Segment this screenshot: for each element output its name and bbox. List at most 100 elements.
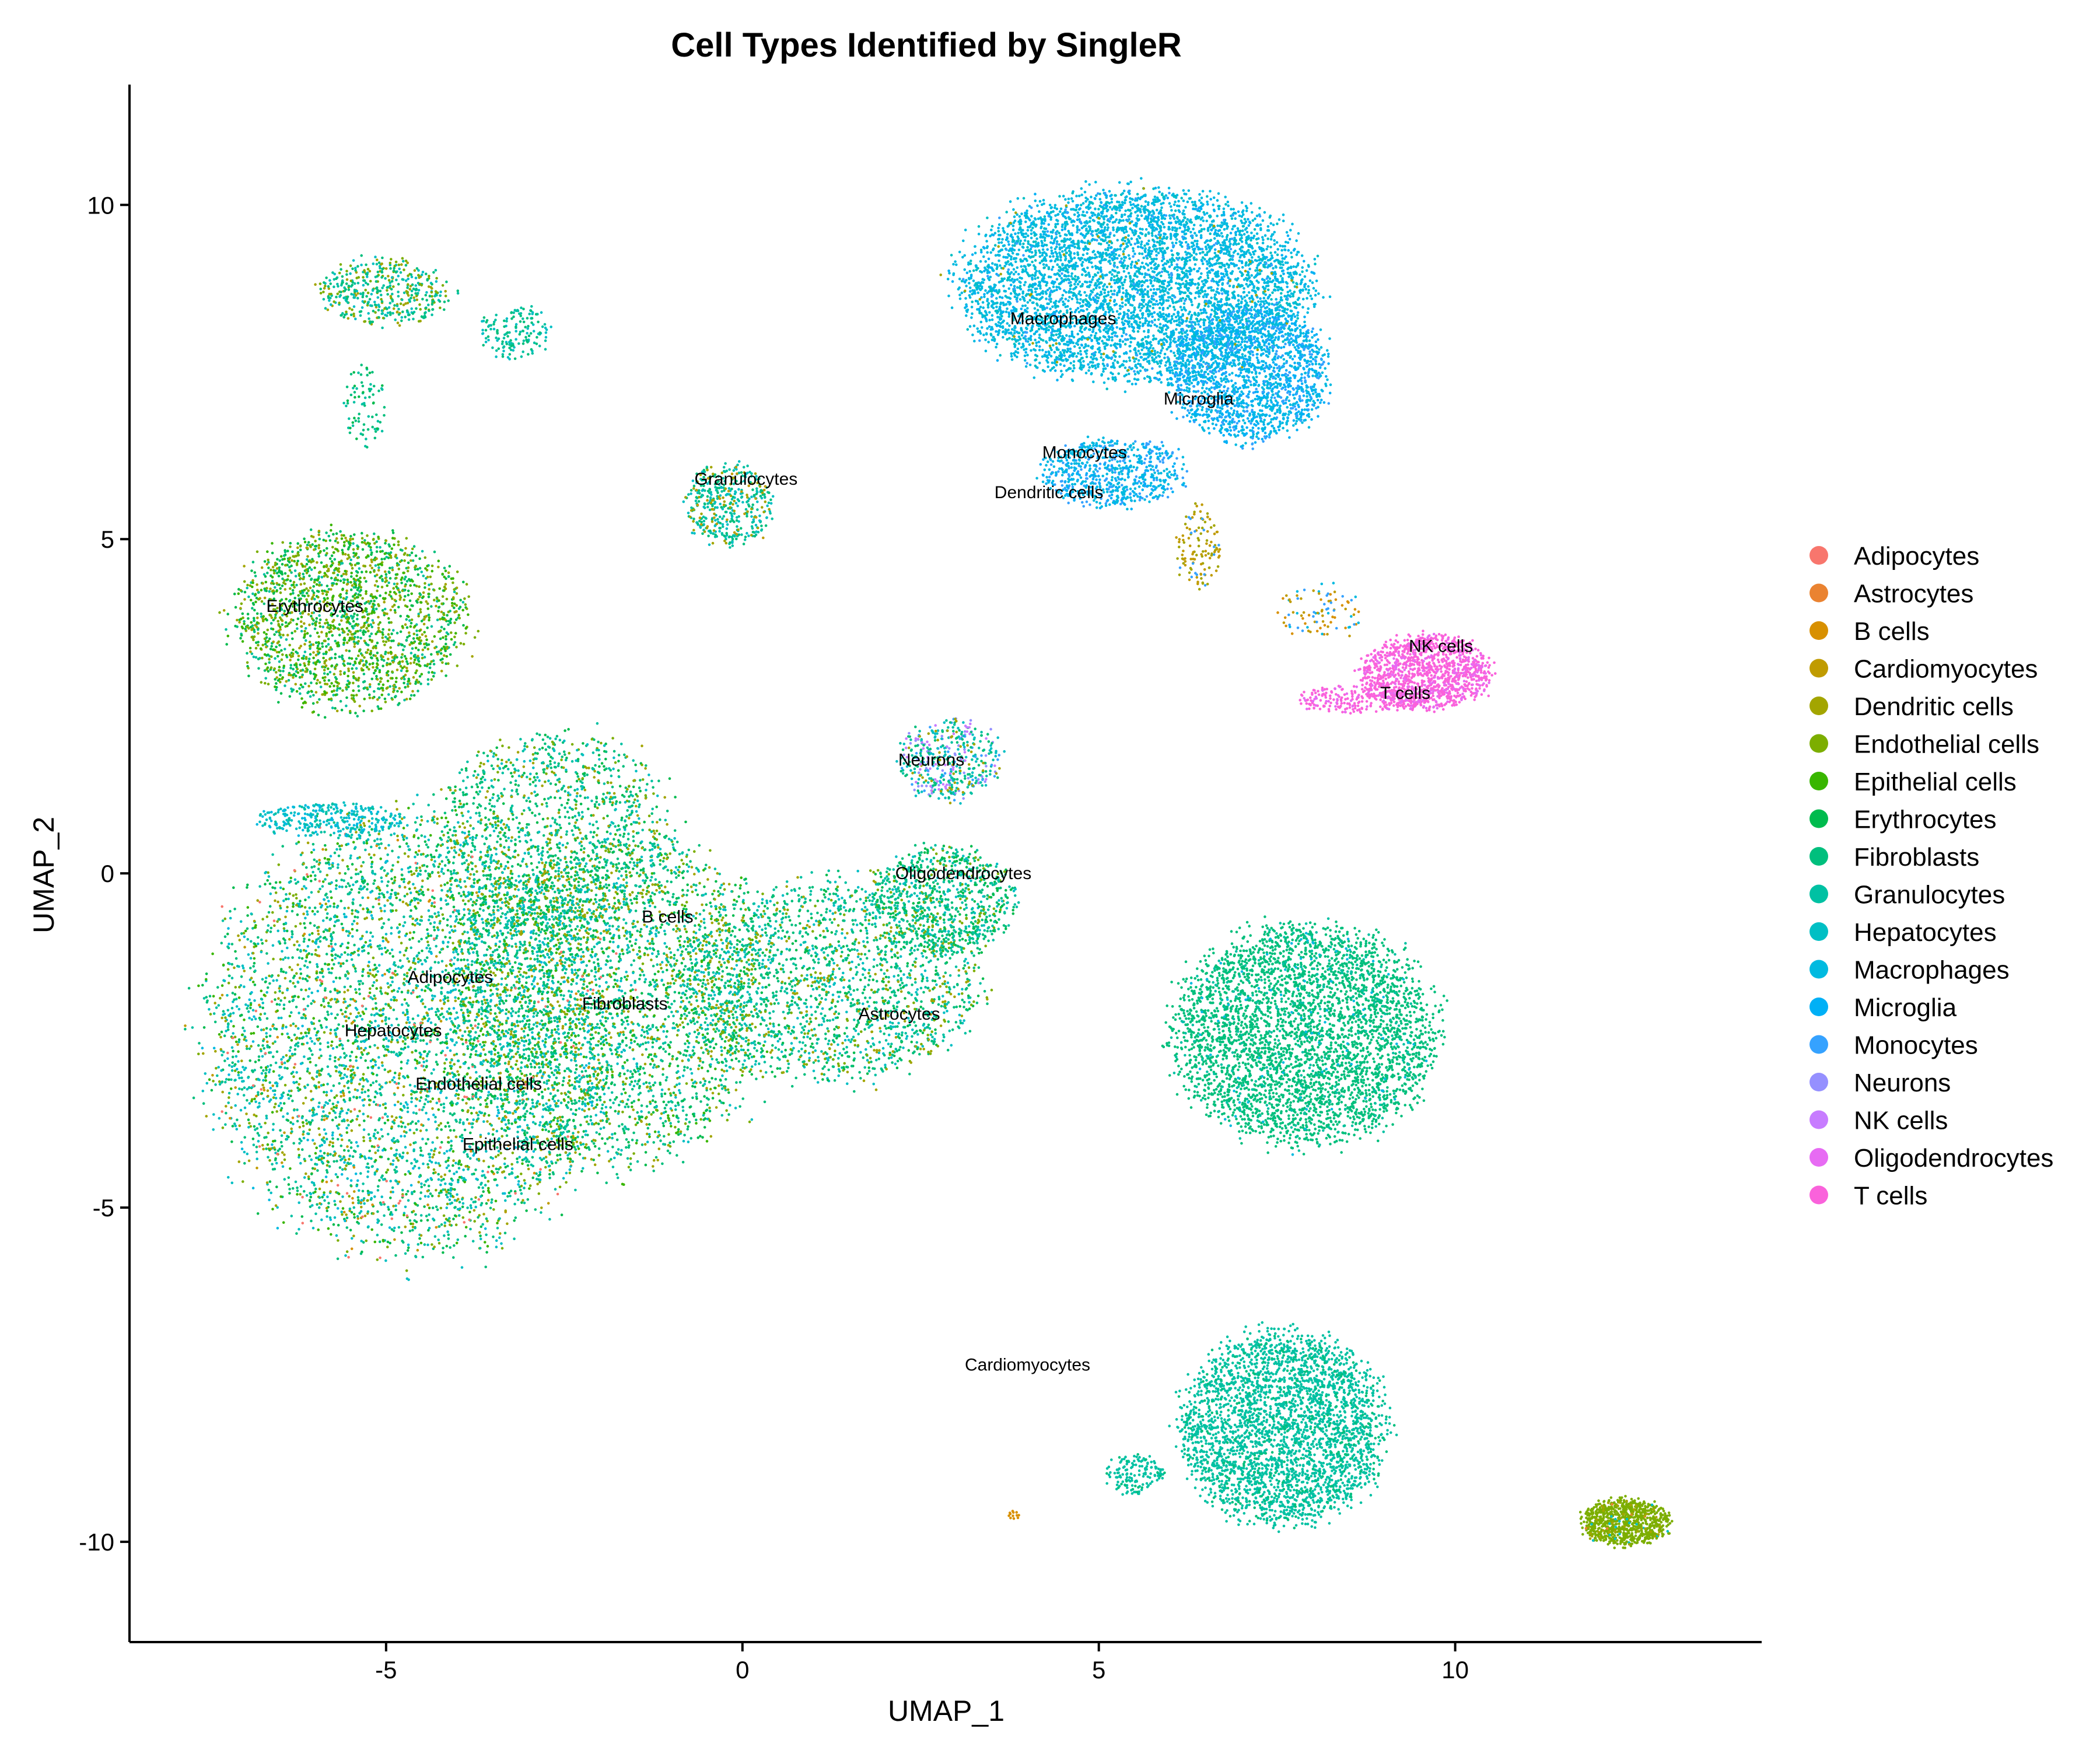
- points-dendritic-cells-cluster-1: [449, 817, 774, 1168]
- points-epithelial-cells-cluster-6: [226, 523, 470, 713]
- legend-item-erythrocytes: Erythrocytes: [1810, 806, 1997, 834]
- legend-item-epithelial-cells: Epithelial cells: [1810, 768, 2017, 796]
- cluster-label-astrocytes: Astrocytes: [859, 1005, 940, 1024]
- points-hepatocytes-cluster-11: [895, 721, 1006, 805]
- points-endothelial-cells-cluster-6: [218, 534, 480, 714]
- points-oligodendrocytes-cluster-17: [1303, 685, 1415, 713]
- legend-marker: [1810, 659, 1828, 678]
- cluster-label-adipocytes: Adipocytes: [407, 968, 493, 987]
- legend-marker: [1810, 621, 1828, 640]
- legend-item-macrophages: Macrophages: [1810, 956, 2010, 985]
- points-granulocytes-cluster-5: [259, 802, 401, 839]
- legend-marker: [1810, 1148, 1828, 1167]
- points-dendritic-cells-cluster-11: [907, 718, 1001, 804]
- points-monocytes-cluster-18: [1287, 589, 1356, 632]
- legend-label: Astrocytes: [1854, 580, 1973, 608]
- legend-label: Granulocytes: [1854, 881, 2005, 909]
- legend-label: NK cells: [1854, 1107, 1948, 1135]
- legend-item-monocytes: Monocytes: [1810, 1031, 1978, 1060]
- points-hepatocytes-cluster-4: [446, 739, 676, 930]
- legend-marker: [1810, 546, 1828, 565]
- cluster-label-monocytes: Monocytes: [1042, 443, 1127, 462]
- points-granulocytes-cluster-1: [455, 836, 783, 1180]
- legend-marker: [1810, 847, 1828, 866]
- points-granulocytes-cluster-6: [225, 542, 465, 709]
- legend-label: Microglia: [1854, 993, 1957, 1022]
- points-monocytes-cluster-13: [1166, 301, 1331, 450]
- legend-label: Adipocytes: [1854, 542, 1979, 570]
- legend-marker: [1810, 734, 1828, 753]
- chart-title: Cell Types Identified by SingleR: [671, 26, 1182, 64]
- y-tick-label: -5: [93, 1194, 114, 1222]
- legend-marker: [1810, 583, 1828, 603]
- y-tick-label: 10: [87, 191, 114, 219]
- x-tick-label: 0: [736, 1656, 749, 1684]
- legend-item-nk-cells: NK cells: [1810, 1107, 1948, 1135]
- legend-marker: [1810, 884, 1828, 904]
- points-fibroblasts-cluster-8: [482, 307, 541, 360]
- y-tick-label: -10: [79, 1528, 114, 1556]
- legend-item-adipocytes: Adipocytes: [1810, 542, 1979, 570]
- x-tick-label: 5: [1092, 1656, 1105, 1684]
- points-granulocytes-cluster-0: [191, 793, 645, 1259]
- cluster-labels: Macrophages Microglia Monocytes Dendritic c…: [266, 309, 1473, 1374]
- points-epithelial-cells-cluster-1: [446, 833, 775, 1186]
- legend-label: Fibroblasts: [1854, 843, 1979, 872]
- legend-label: Dendritic cells: [1854, 692, 2014, 721]
- legend-item-cardiomyocytes: Cardiomyocytes: [1810, 655, 2038, 684]
- points-granulocytes-cluster-7: [322, 260, 460, 330]
- legend-marker: [1810, 809, 1828, 828]
- points-erythrocytes-cluster-9: [346, 366, 384, 440]
- legend-label: Macrophages: [1854, 956, 2010, 985]
- legend-label: B cells: [1854, 617, 1930, 646]
- legend-item-astrocytes: Astrocytes: [1810, 580, 1973, 608]
- legend-item-endothelial-cells: Endothelial cells: [1810, 730, 2039, 759]
- legend-label: Endothelial cells: [1854, 730, 2039, 759]
- y-axis-ticks: -10 -5 0 5 10: [79, 191, 130, 1556]
- scatter-points: [184, 177, 1674, 1549]
- y-tick-label: 5: [101, 526, 114, 553]
- legend-label: Oligodendrocytes: [1854, 1144, 2053, 1172]
- points-erythrocytes-cluster-1: [440, 831, 781, 1175]
- points-cardiomyocytes-cluster-15: [1175, 503, 1222, 586]
- legend-marker: [1810, 1185, 1828, 1205]
- legend-item-neurons: Neurons: [1810, 1069, 1951, 1097]
- cluster-label-macrophages: Macrophages: [1010, 309, 1116, 328]
- points-dendritic-cells-cluster-2: [665, 876, 989, 1091]
- legend-marker: [1810, 1110, 1828, 1129]
- cluster-label-granulocytes: Granulocytes: [695, 470, 798, 489]
- points-granulocytes-cluster-21: [1105, 1454, 1164, 1496]
- legend-marker: [1810, 696, 1828, 715]
- legend-label: Neurons: [1854, 1069, 1951, 1097]
- cluster-label-nk-cells: NK cells: [1409, 637, 1473, 656]
- legend-label: Erythrocytes: [1854, 806, 1997, 834]
- points-fibroblasts-cluster-19: [1161, 915, 1448, 1156]
- cluster-label-microglia: Microglia: [1164, 390, 1234, 409]
- legend-item-oligodendrocytes: Oligodendrocytes: [1810, 1144, 2053, 1172]
- cluster-label-dendritic-cells: Dendritic cells: [995, 483, 1104, 502]
- cluster-label-neurons: Neurons: [898, 750, 964, 769]
- legend-marker: [1810, 960, 1828, 979]
- points-hepatocytes-cluster-12: [950, 187, 1320, 390]
- cluster-label-oligodendrocytes: Oligodendrocytes: [895, 864, 1031, 883]
- points-hepatocytes-cluster-8: [481, 309, 552, 360]
- points-granulocytes-cluster-3: [866, 844, 1020, 955]
- points-fibroblasts-cluster-7: [319, 254, 460, 325]
- points-dendritic-cells-cluster-12: [939, 187, 1298, 372]
- cluster-label-epithelial-cells: Epithelial cells: [463, 1135, 573, 1154]
- legend-item-dendritic-cells: Dendritic cells: [1810, 692, 2014, 721]
- cluster-label-b-cells: B cells: [642, 908, 693, 927]
- cluster-label-hepatocytes: Hepatocytes: [345, 1021, 442, 1040]
- legend-marker: [1810, 1073, 1828, 1091]
- points-macrophages-cluster-12: [946, 177, 1332, 393]
- legend-item-t-cells: T cells: [1810, 1182, 1927, 1210]
- x-tick-label: 10: [1441, 1656, 1469, 1684]
- x-axis-title: UMAP_1: [888, 1695, 1005, 1727]
- points-hepatocytes-cluster-22: [1590, 1503, 1670, 1544]
- points-monocytes-cluster-11: [900, 718, 1001, 802]
- points-fibroblasts-cluster-4: [432, 732, 677, 939]
- points-oligodendrocytes-cluster-16: [1357, 632, 1490, 710]
- legend-label: Monocytes: [1854, 1031, 1978, 1060]
- x-tick-label: -5: [375, 1656, 397, 1684]
